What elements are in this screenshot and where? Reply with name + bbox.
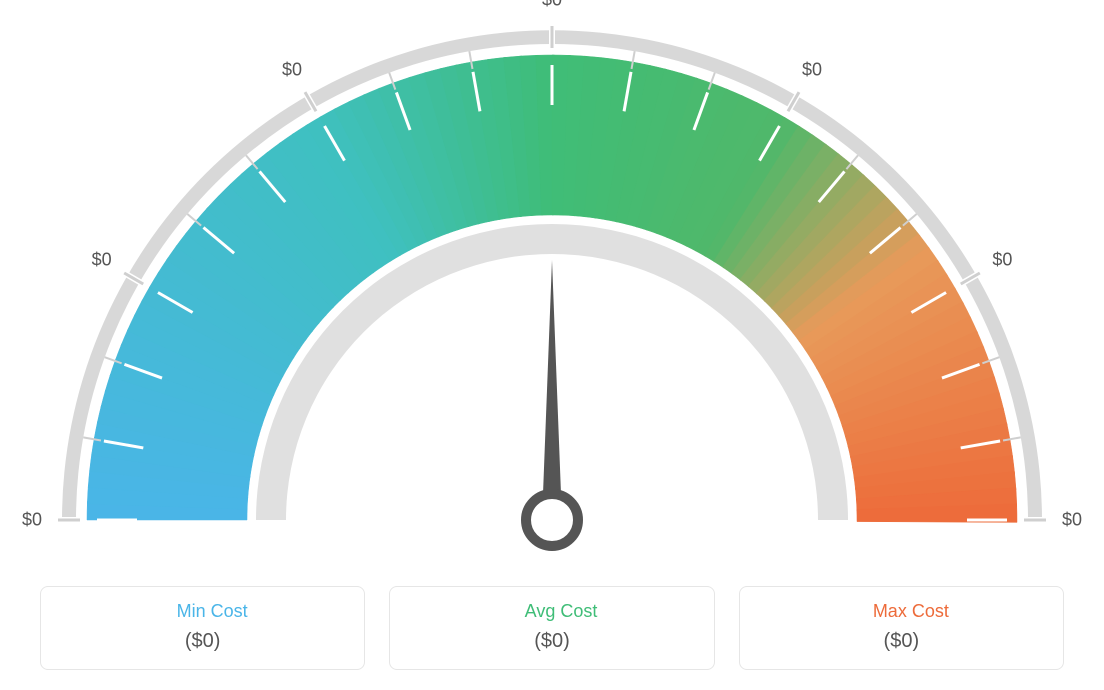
gauge-tick-label: $0 (282, 59, 302, 80)
chart-container: $0 $0 $0 $0 $0 $0 $0 Min Cost ($0) Avg Cost ($… (0, 0, 1104, 690)
gauge-tick-label: $0 (22, 510, 42, 531)
gauge-tick-label: $0 (542, 0, 562, 11)
legend-dot-max (854, 607, 862, 615)
legend-card-avg: Avg Cost ($0) (389, 586, 714, 670)
legend-card-min: Min Cost ($0) (40, 586, 365, 670)
legend-title-min: Min Cost (51, 601, 354, 622)
legend-value-min: ($0) (51, 630, 354, 653)
legend-title-avg: Avg Cost (400, 601, 703, 622)
gauge-tick-label: $0 (802, 59, 822, 80)
gauge-chart: $0 $0 $0 $0 $0 $0 $0 (0, 0, 1104, 570)
legend-title-max: Max Cost (750, 601, 1053, 622)
legend-dot-min (158, 607, 166, 615)
gauge-tick-label: $0 (1062, 510, 1082, 531)
legend-value-avg: ($0) (400, 630, 703, 653)
legend-row: Min Cost ($0) Avg Cost ($0) Max Cost ($0… (40, 586, 1064, 670)
legend-label-avg: Avg Cost (525, 601, 598, 621)
legend-dot-avg (507, 607, 515, 615)
legend-card-max: Max Cost ($0) (739, 586, 1064, 670)
legend-label-max: Max Cost (873, 601, 949, 621)
gauge-tick-label: $0 (992, 250, 1012, 271)
gauge-svg (0, 0, 1104, 570)
gauge-tick-label: $0 (92, 250, 112, 271)
legend-value-max: ($0) (750, 630, 1053, 653)
legend-label-min: Min Cost (177, 601, 248, 621)
